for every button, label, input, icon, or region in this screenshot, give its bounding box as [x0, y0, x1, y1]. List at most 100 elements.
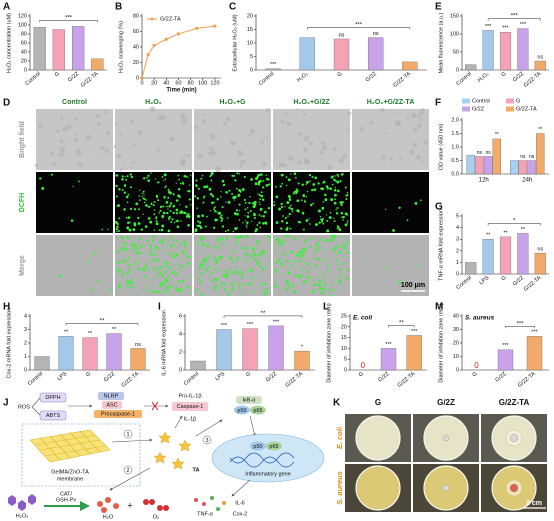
legend-swatch: [462, 98, 470, 104]
data-point: [152, 43, 156, 48]
fluorescent-cell: [169, 202, 173, 205]
texture: [397, 120, 402, 125]
fluorescent-cell: [139, 189, 141, 191]
bar: [483, 156, 493, 175]
fluorescent-cell: [189, 241, 192, 244]
fluorescent-cell: [398, 281, 401, 285]
fluorescent-cell: [297, 189, 299, 191]
fluorescent-cell: [273, 274, 275, 276]
arrow: [231, 479, 251, 497]
texture: [332, 147, 337, 152]
significance: **: [503, 230, 508, 236]
significance: ns: [529, 154, 535, 160]
fluorescent-cell: [303, 252, 305, 254]
fluorescent-cell: [281, 240, 283, 243]
fluorescent-cell: [314, 264, 317, 267]
fluorescent-cell: [125, 216, 128, 219]
significance: ns: [135, 342, 141, 348]
fluorescent-cell: [266, 292, 269, 295]
row-label: S. aureus: [335, 471, 344, 505]
label: ABTS: [46, 413, 61, 419]
fluorescent-cell: [324, 198, 328, 202]
fluorescent-cell: [333, 189, 337, 192]
fluorescent-cell: [130, 285, 133, 288]
fluorescent-cell: [167, 229, 171, 233]
fluorescent-cell: [259, 180, 262, 183]
fluorescent-cell: [281, 220, 284, 223]
fluorescent-cell: [228, 189, 231, 192]
fluorescent-cell: [145, 204, 148, 207]
y-tick-label: 100: [450, 31, 459, 37]
label: O₂: [153, 514, 159, 520]
texture: [183, 153, 187, 157]
x-tick-label: G: [85, 371, 92, 378]
fluorescent-cell: [118, 250, 121, 253]
fluorescent-cell: [125, 178, 128, 181]
fluorescent-cell: [329, 211, 332, 214]
fluorescent-cell: [220, 281, 223, 285]
fluorescent-cell: [253, 253, 257, 256]
fluorescent-cell: [321, 220, 324, 223]
fluorescent-cell: [334, 187, 337, 189]
texture: [303, 135, 310, 142]
fluorescent-cell: [309, 223, 311, 225]
label: Caspase-1: [177, 404, 204, 410]
label: membrane: [57, 476, 83, 482]
row-label: E. coli: [335, 426, 344, 449]
x-tick-label: G/2Z-TA: [80, 71, 100, 89]
fluorescent-cell: [250, 269, 253, 272]
fluorescent-cell: [296, 253, 299, 257]
texture: [210, 150, 216, 157]
fluorescent-cell: [249, 209, 252, 212]
fluorescent-cell: [179, 211, 182, 214]
fluorescent-cell: [195, 184, 198, 187]
fluorescent-cell: [285, 176, 288, 179]
fluorescent-cell: [299, 254, 303, 258]
fluorescent-cell: [210, 280, 213, 282]
bar: [465, 262, 477, 275]
fluorescent-cell: [164, 178, 167, 180]
fluorescent-cell: [117, 204, 120, 207]
fluorescent-cell: [145, 199, 147, 201]
fluorescent-cell: [274, 262, 278, 265]
fluorescent-cell: [147, 217, 151, 220]
fluorescent-cell: [335, 209, 337, 211]
y-tick-label: 10: [247, 40, 253, 46]
fluorescent-cell: [324, 283, 327, 286]
fluorescent-cell: [114, 220, 118, 224]
fluorescent-cell: [297, 274, 301, 278]
fluorescent-cell: [121, 188, 124, 191]
texture: [76, 150, 82, 157]
fluorescent-cell: [169, 262, 171, 264]
fluorescent-cell: [128, 269, 131, 272]
significance: *: [301, 345, 304, 351]
significance: ***: [385, 342, 392, 348]
texture: [59, 146, 66, 153]
fluorescent-cell: [70, 219, 74, 222]
y-tick-label: 0: [136, 75, 139, 81]
fluorescent-cell: [144, 225, 148, 228]
texture: [421, 107, 425, 111]
fluorescent-cell: [238, 283, 241, 287]
bar: [509, 160, 519, 175]
fluorescent-cell: [261, 289, 263, 291]
fluorescent-cell: [280, 202, 283, 206]
fluorescent-cell: [338, 268, 342, 271]
x-tick-label: G/2Z: [512, 71, 526, 84]
label: 1: [126, 432, 129, 438]
fluorescent-cell: [203, 195, 206, 198]
bar: [299, 37, 315, 71]
fluorescent-cell: [136, 248, 139, 251]
y-axis-label: Diameter of inhibition zone (mm): [326, 303, 332, 383]
fluorescent-cell: [267, 240, 270, 243]
fluorescent-cell: [228, 269, 231, 272]
x-tick-label: G/2Z: [103, 371, 117, 384]
sample-disc: [442, 434, 450, 442]
fluorescent-cell: [384, 208, 387, 210]
x-tick-label: G: [501, 71, 508, 78]
fluorescent-cell: [251, 220, 253, 223]
fluorescent-cell: [295, 190, 299, 194]
significance-bracket: [39, 20, 98, 23]
bar: [536, 133, 545, 175]
micrograph: [352, 172, 429, 233]
